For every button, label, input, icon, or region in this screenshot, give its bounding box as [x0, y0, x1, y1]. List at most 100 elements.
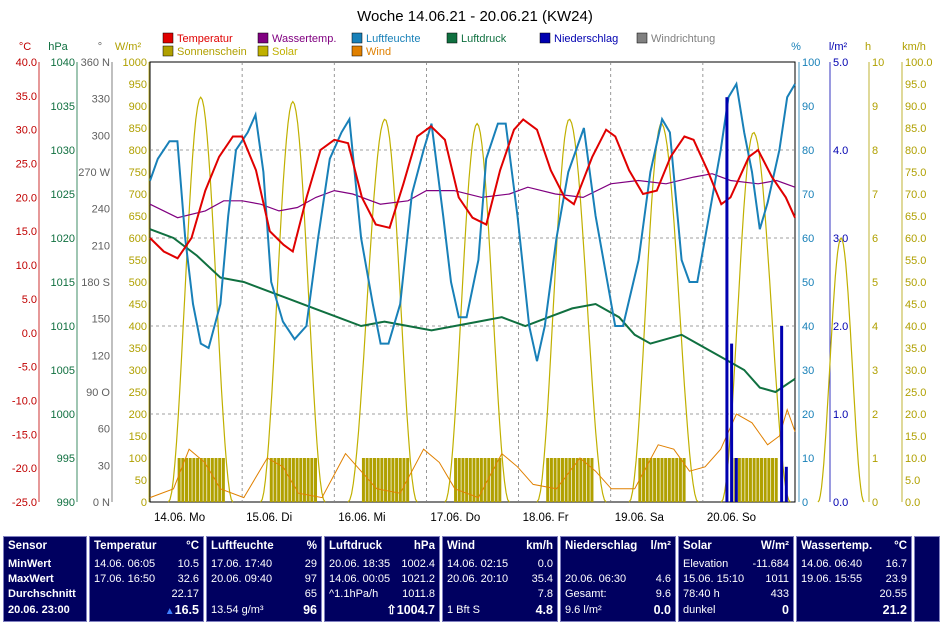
sunshine-bar — [387, 458, 391, 502]
sensor-current-label: 20.06. 23:00 — [8, 604, 70, 616]
axis-tick-label: 850 — [129, 123, 147, 135]
sunshine-bar — [575, 458, 579, 502]
legend-label: Sonnenschein — [177, 46, 247, 58]
solar-elevation-label: Elevation — [683, 558, 729, 570]
axis-tick-label: 250 — [129, 387, 147, 399]
axis-tick-label: 700 — [129, 189, 147, 201]
temperatur-min-time: 14.06. 06:05 — [94, 558, 156, 570]
rain-bar — [780, 326, 784, 502]
axis-tick-label: 60 — [802, 233, 814, 245]
sunshine-bar — [490, 458, 494, 502]
legend-label: Luftdruck — [461, 33, 507, 45]
axis-tick-label: 60.0 — [905, 233, 926, 245]
solar-unit: W/m² — [760, 540, 789, 552]
temperatur-header: Temperatur — [94, 540, 157, 552]
sunshine-bar — [671, 458, 675, 502]
temperatur-max-time: 17.06. 16:50 — [94, 573, 156, 585]
niederschlag-total-label: Gesamt: — [565, 588, 607, 600]
rain-bar — [784, 466, 788, 502]
solar-elevation-value: -11.684 — [752, 558, 790, 570]
solar-status: dunkel — [683, 604, 716, 616]
axis-tick-label: 1025 — [51, 189, 75, 201]
legend-swatch — [162, 45, 174, 57]
axis-tick-label: 995 — [57, 453, 75, 465]
axis-tick-label: 30.0 — [16, 125, 37, 137]
axis-tick-label: 40.0 — [905, 321, 926, 333]
axis-tick-label: 200 — [129, 409, 147, 421]
sunshine-bar — [645, 458, 649, 502]
wind-beaufort: 1 Bft S — [447, 604, 481, 616]
wind-line — [149, 407, 796, 499]
luftfeuchte-avg-value: 65 — [304, 588, 317, 600]
sunshine-bar — [185, 458, 189, 502]
sunshine-bar — [372, 458, 376, 502]
sunshine-bar — [774, 458, 778, 502]
axis-tick-label: -5.0 — [18, 362, 37, 374]
axis-tick-label: 40 — [802, 321, 814, 333]
sunshine-bar — [214, 458, 218, 502]
legend-label: Wassertemp. — [272, 33, 336, 45]
sunshine-bar — [454, 458, 458, 502]
luftfeuchte-abs-humidity: 13.54 g/m³ — [211, 604, 264, 616]
axis-tick-label: 7 — [872, 189, 878, 201]
axis-tick-label: 1035 — [51, 101, 75, 113]
axis-tick-label: 9 — [872, 101, 878, 113]
sunshine-bar — [295, 458, 299, 502]
axis-unit-label: h — [865, 41, 871, 53]
panel-temperatur: Temperatur °C 14.06. 06:05 10.5 17.06. 16:… — [89, 536, 204, 622]
sunshine-bar — [590, 458, 594, 502]
sunshine-bar — [553, 458, 557, 502]
panel-wind: Wind km/h 14.06. 02:15 0.0 20.06. 20:10 35.… — [442, 536, 558, 622]
axis-tick-label: 950 — [129, 79, 147, 91]
sunshine-bar — [737, 458, 741, 502]
sunshine-bar — [361, 458, 365, 502]
axis-unit-label: °C — [19, 41, 31, 53]
water-temp-line — [149, 173, 796, 219]
axis-tick-label: 90.0 — [905, 101, 926, 113]
legend-swatch — [351, 45, 363, 57]
wassertemp-current-value: 21.2 — [882, 603, 907, 617]
axis-tick-label: 8 — [872, 145, 878, 157]
axis-tick-label: 0 N — [93, 497, 110, 509]
wind-max-value: 35.4 — [531, 573, 553, 585]
axis-tick-label: 1.0 — [833, 409, 848, 421]
sunshine-bar — [675, 458, 679, 502]
sunshine-bar — [583, 458, 587, 502]
sunshine-bar — [395, 458, 399, 502]
sunshine-bar — [280, 458, 284, 502]
sunshine-bar — [221, 458, 225, 502]
axis-tick-label: 45.0 — [905, 299, 926, 311]
legend-swatch — [539, 32, 551, 44]
axis-tick-label: 1040 — [51, 57, 75, 69]
axis-tick-label: 550 — [129, 255, 147, 267]
axis-tick-label: 120 — [92, 350, 110, 362]
sunshine-bar — [199, 458, 203, 502]
sunshine-bar — [391, 458, 395, 502]
legend-swatch — [351, 32, 363, 44]
chart-legend: Temperatur Wassertemp. Luftfeuchte Luftdruc… — [162, 32, 715, 58]
sunshine-bar — [310, 458, 314, 502]
axis-tick-label: 50 — [135, 475, 147, 487]
solar-header: Solar — [683, 540, 712, 552]
sunshine-bar — [682, 458, 686, 502]
sunshine-bar — [752, 458, 756, 502]
sunshine-bar — [763, 458, 767, 502]
sunshine-bar — [196, 458, 200, 502]
sunshine-bar — [572, 458, 576, 502]
sunshine-bar — [177, 458, 181, 502]
sunshine-bar — [365, 458, 369, 502]
wassertemp-header: Wassertemp. — [801, 540, 873, 552]
x-tick-label: 16.06. Mi — [338, 512, 385, 524]
sunshine-bar — [741, 458, 745, 502]
solar-current-value: 0 — [782, 603, 789, 617]
axis-tick-label: 20 — [802, 409, 814, 421]
x-tick-label: 19.06. Sa — [615, 512, 665, 524]
axis-tick-label: 55.0 — [905, 255, 926, 267]
axis-tick-label: 10.0 — [16, 260, 37, 272]
weather-chart: Woche 14.06.21 - 20.06.21 (KW24) Tempera… — [12, 8, 933, 524]
temperatur-current-value: 16.5 — [174, 603, 199, 617]
x-tick-label: 20.06. So — [707, 512, 756, 524]
wind-avg-value: 7.8 — [537, 588, 553, 600]
legend-label: Solar — [272, 46, 298, 58]
solar-line — [260, 100, 326, 503]
